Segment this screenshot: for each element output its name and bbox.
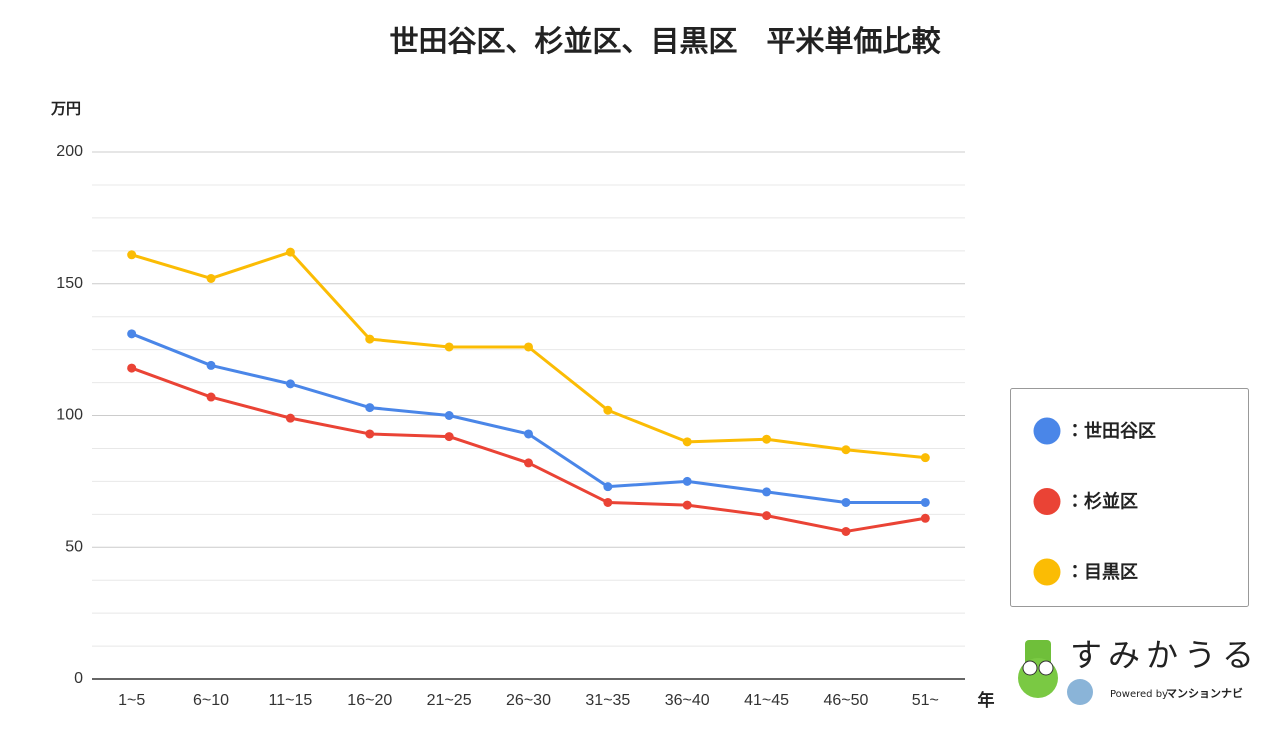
data-point [127,250,137,260]
data-point [603,405,613,415]
data-point [762,511,772,521]
data-point [762,434,772,444]
x-tick-label: 36~40 [665,692,710,709]
legend-label: ：杉並区 [1066,491,1138,513]
x-tick-label: 31~35 [585,692,630,709]
legend-separator: ： [1066,421,1084,442]
data-point [365,429,375,439]
y-tick-label: 50 [65,538,83,555]
y-tick-label: 100 [56,407,83,424]
x-tick-label: 16~20 [347,692,392,709]
legend-swatch [1033,488,1061,515]
data-point [682,476,692,486]
x-axis-label: 年 [978,690,995,711]
data-point [841,526,851,536]
data-point [127,363,137,373]
data-point [206,273,216,283]
series-line [131,332,926,504]
logo: すみかうる Powered by マンションナビ [1018,636,1260,705]
x-tick-label: 21~25 [427,692,472,709]
legend-swatch [1033,417,1061,445]
legend-label: ：目黒区 [1066,562,1138,583]
x-tick-label: 11~15 [269,692,313,709]
logo-name: すみかうる [1070,636,1260,674]
legend-label: ：世田谷区 [1066,421,1156,442]
data-point [444,411,454,420]
data-point [841,445,851,455]
legend-separator: ： [1066,562,1084,583]
x-tick-label: 51~ [912,692,939,709]
logo-icon [1022,660,1038,676]
data-point [920,513,930,523]
y-tick-label: 0 [74,670,83,687]
x-tick-label: 6~10 [193,692,229,709]
logo-brand: マンションナビ [1166,686,1243,700]
data-point [524,429,533,439]
data-point [444,432,454,442]
y-axis-label: 万円 [50,100,81,118]
legend-name: 世田谷区 [1084,421,1156,442]
x-tick-label: 41~45 [744,692,789,709]
legend-box [1010,388,1249,607]
data-point [365,334,375,344]
legend-separator: ： [1066,492,1084,513]
data-point [206,360,216,370]
data-point [524,342,533,352]
series-line [131,250,926,460]
data-point [524,458,533,468]
data-point [206,392,216,402]
y-tick-label: 200 [56,143,83,160]
data-point [285,379,295,389]
legend-name: 目黒区 [1084,562,1138,583]
x-tick-label: 1~5 [118,692,145,709]
data-point [603,497,613,507]
data-point [682,437,692,447]
legend-swatch [1033,558,1061,586]
y-tick-label: 150 [56,275,83,292]
logo-icon [1067,679,1093,705]
data-point [682,500,692,510]
logo-icon [1038,660,1054,676]
data-point [365,403,375,413]
data-point [603,482,613,492]
data-point [285,247,295,257]
data-point [285,413,295,423]
data-point [444,342,454,352]
data-point [841,497,851,507]
chart-title: 世田谷区、杉並区、目黒区 平米単価比較 [389,24,941,58]
x-tick-label: 46~50 [823,692,868,709]
data-point [762,487,772,497]
data-point [920,497,930,507]
data-point [127,329,137,339]
data-point [920,453,930,463]
legend-name: 杉並区 [1084,491,1138,513]
x-tick-label: 26~30 [506,692,551,709]
logo-powered-by: Powered by [1110,689,1168,700]
series-line [131,366,926,533]
